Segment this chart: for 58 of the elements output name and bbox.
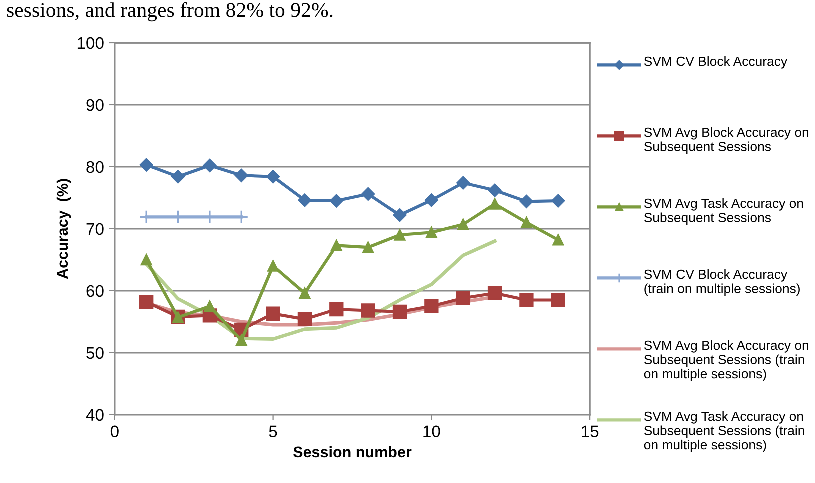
point	[236, 334, 248, 346]
point	[394, 229, 406, 241]
point	[330, 194, 344, 208]
x-tick-label: 5	[269, 426, 278, 438]
point	[489, 198, 501, 210]
x-axis-title: Session number	[294, 446, 412, 458]
legend-label: SVM Avg Block Accuracy on Subsequent Sessions (train on multiple sessions)	[644, 340, 809, 382]
y-tick-label: 50	[86, 347, 104, 360]
y-tick-label: 90	[86, 99, 104, 112]
point	[362, 242, 374, 254]
point	[424, 194, 438, 208]
x-tick-label: 10	[424, 426, 440, 438]
point	[458, 218, 470, 230]
point	[140, 158, 154, 172]
point	[298, 312, 312, 327]
point	[488, 184, 502, 198]
point	[424, 299, 439, 314]
point	[456, 176, 470, 190]
point	[552, 234, 564, 246]
point	[488, 286, 502, 300]
text: sessions, and ranges from 82% to 92%.	[7, 2, 333, 22]
y-tick-label: 70	[86, 223, 104, 236]
point	[203, 158, 217, 172]
x-tick-label: 0	[110, 426, 119, 438]
point	[299, 288, 311, 300]
legend-label: SVM Avg Task Accuracy on Subsequent Sessions	[644, 198, 804, 226]
point	[520, 293, 534, 308]
y-tick-label: 40	[86, 409, 104, 422]
legend-label: SVM CV Block Accuracy	[644, 56, 788, 69]
point	[330, 240, 342, 252]
point	[140, 295, 154, 310]
point	[266, 170, 280, 184]
point	[393, 208, 407, 222]
point	[361, 304, 376, 318]
point	[456, 291, 470, 306]
point	[551, 293, 566, 308]
point	[204, 300, 216, 312]
legend-label: SVM CV Block Accuracy (train on multiple sessions)	[644, 270, 800, 296]
y-axis-title: Accuracy (%)	[56, 179, 72, 280]
point	[362, 188, 376, 201]
x-tick-label: 15	[582, 426, 599, 438]
point	[330, 302, 344, 317]
point	[426, 226, 438, 238]
point	[521, 217, 532, 228]
point	[140, 254, 152, 266]
y-tick-label: 60	[86, 285, 104, 298]
y-tick-label: 80	[86, 161, 104, 174]
point	[520, 194, 534, 208]
point	[172, 170, 185, 184]
point	[392, 304, 408, 320]
legend-label: SVM Avg Task Accuracy on Subsequent Sessions (train on multiple sessions)	[644, 412, 804, 452]
point	[552, 194, 566, 208]
point	[234, 168, 248, 182]
point	[298, 194, 312, 208]
y-tick-label: 100	[78, 37, 104, 50]
legend-label: SVM Avg Block Accuracy on Subsequent Sessions	[644, 128, 809, 154]
point	[268, 260, 279, 272]
point	[266, 306, 280, 321]
